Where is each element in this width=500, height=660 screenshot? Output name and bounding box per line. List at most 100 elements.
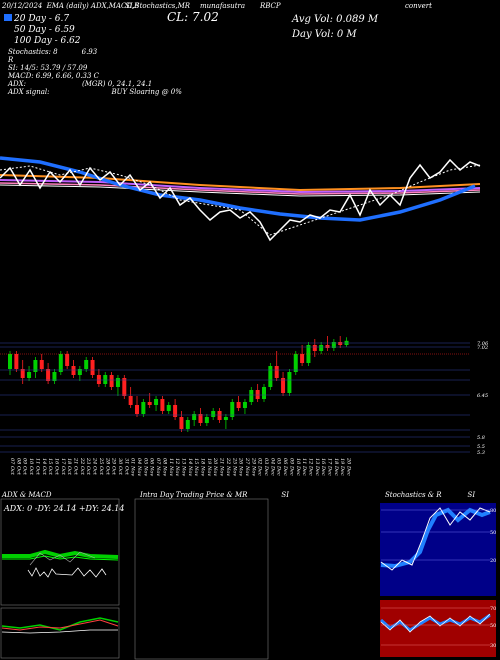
candle bbox=[242, 399, 247, 414]
ema200-line bbox=[0, 179, 481, 194]
candle bbox=[319, 342, 324, 354]
date-tick-label: 06 Nov bbox=[149, 458, 155, 476]
candle bbox=[58, 351, 63, 375]
date-tick-label: 21 Nov bbox=[219, 457, 225, 476]
candle bbox=[90, 357, 95, 378]
candle bbox=[46, 363, 51, 384]
stat-stoch-label: Stochastics: 8 bbox=[8, 48, 58, 56]
ema-legend: 20 Day - 6.7 50 Day - 6.59 100 Day - 6.6… bbox=[4, 14, 81, 47]
intraday-si: SI bbox=[281, 491, 289, 499]
date-layer: 07 Oct 08 Oct 09 Oct 10 Oct 11 Oct 14 Oct 15 O… bbox=[9, 457, 352, 476]
date-tick-label: 05 Nov bbox=[142, 458, 148, 476]
candle-body bbox=[115, 378, 120, 387]
adx-green-line bbox=[2, 555, 119, 561]
stoch-tick-label: 20 bbox=[490, 558, 496, 564]
ema-pink-line bbox=[0, 182, 481, 195]
adx-thin-line bbox=[29, 551, 96, 566]
header-extra: convert bbox=[405, 2, 432, 10]
adx-panel-title: ADX & MACD bbox=[2, 491, 52, 499]
candle-body bbox=[33, 360, 38, 372]
header-symbol: RBCP bbox=[260, 2, 281, 10]
macd-panel-frame bbox=[0, 607, 120, 659]
date-tick-label: 17 Oct bbox=[60, 458, 66, 476]
date-tick-label: 26 Nov bbox=[238, 457, 244, 476]
candle bbox=[281, 372, 286, 396]
date-tick-label: 14 Oct bbox=[41, 458, 47, 476]
candle bbox=[211, 408, 216, 420]
adx-label: ADX: bbox=[8, 80, 27, 88]
candle-body bbox=[8, 354, 12, 369]
stoch-tick-label: 50 bbox=[490, 530, 496, 536]
date-tick-label: 09 Dec bbox=[288, 458, 294, 476]
candle-body bbox=[281, 378, 286, 393]
ema20-line bbox=[0, 156, 476, 222]
date-tick-label: 14 Nov bbox=[187, 458, 193, 476]
candle-body bbox=[147, 402, 152, 405]
day-volume: Day Vol: 0 M bbox=[292, 29, 357, 40]
header-date: 20/12/2024 bbox=[2, 2, 43, 10]
adx-panel-values: ADX: 0 -DY: 24.14 +DY: 24.14 bbox=[4, 504, 125, 513]
candle-body bbox=[58, 354, 63, 372]
adx-line: ADX: (MGR) 0, 24.1, 24.1 bbox=[8, 80, 182, 88]
date-tick-label: 18 Dec bbox=[333, 458, 339, 476]
candle-body bbox=[293, 354, 298, 372]
date-tick-label: 06 Dec bbox=[282, 458, 288, 476]
date-tick-label: 27 Nov bbox=[244, 457, 250, 476]
candle bbox=[262, 384, 266, 402]
date-tick-label: 01 Nov bbox=[130, 458, 136, 476]
date-tick-label: 18 Oct bbox=[66, 458, 72, 476]
candle-body bbox=[103, 375, 108, 384]
stoch-zigzag-line bbox=[0, 158, 481, 242]
candle bbox=[268, 363, 273, 390]
candle-body bbox=[128, 396, 133, 405]
candle bbox=[338, 336, 343, 348]
candle bbox=[179, 411, 184, 432]
candle-body bbox=[268, 366, 273, 387]
macd-white-line bbox=[1, 629, 118, 634]
header-bar: 20/12/2024 EMA (daily) ADX,MACD,B bbox=[2, 2, 139, 12]
candle-body bbox=[287, 372, 292, 393]
candle-body bbox=[274, 366, 279, 378]
candle-body bbox=[179, 417, 184, 429]
candle-body bbox=[300, 354, 305, 363]
candle bbox=[135, 396, 139, 417]
date-tick-label: 23 Oct bbox=[85, 457, 91, 476]
legend-ema100: 100 Day - 6.62 bbox=[14, 36, 81, 46]
candle bbox=[274, 351, 279, 381]
legend-ema20: 20 Day - 6.7 bbox=[4, 14, 81, 25]
candle-body bbox=[77, 369, 82, 375]
price-tick-label: 5.5 bbox=[477, 444, 485, 450]
dotted-line bbox=[0, 164, 481, 236]
candle-body bbox=[236, 402, 241, 408]
candle bbox=[109, 372, 114, 390]
candle bbox=[20, 360, 25, 384]
candle bbox=[122, 375, 127, 399]
candle-body bbox=[52, 372, 57, 381]
si-tick-label: 70 bbox=[490, 606, 496, 612]
price-tick-label: 5.8 bbox=[477, 435, 485, 441]
date-tick-label: 16 Oct bbox=[53, 458, 59, 476]
candle bbox=[255, 384, 260, 402]
candle bbox=[154, 396, 159, 411]
candle bbox=[192, 411, 197, 426]
close-label: CL: 7.02 bbox=[167, 10, 219, 24]
legend-ema50: 50 Day - 6.59 bbox=[14, 25, 75, 35]
candle bbox=[198, 408, 203, 426]
stoch-si: SI bbox=[467, 491, 476, 499]
date-tick-label: 12 Dec bbox=[307, 458, 313, 476]
date-tick-label: 04 Nov bbox=[136, 458, 142, 476]
candle bbox=[236, 396, 241, 411]
stat-macd: MACD: 6.99, 6.66, 0.33 C bbox=[8, 72, 100, 80]
si-white-line bbox=[380, 613, 491, 633]
candle bbox=[185, 417, 190, 432]
candle-body bbox=[249, 390, 254, 402]
candle bbox=[33, 357, 38, 378]
ema-layer bbox=[0, 156, 481, 242]
date-tick-label: 20 Nov bbox=[212, 457, 218, 476]
date-tick-label: 31 Oct bbox=[123, 458, 129, 476]
candle-layer bbox=[8, 336, 349, 432]
candle-body bbox=[135, 405, 139, 414]
candle-body bbox=[90, 360, 95, 375]
candle bbox=[217, 408, 222, 423]
candle-body bbox=[198, 414, 203, 423]
